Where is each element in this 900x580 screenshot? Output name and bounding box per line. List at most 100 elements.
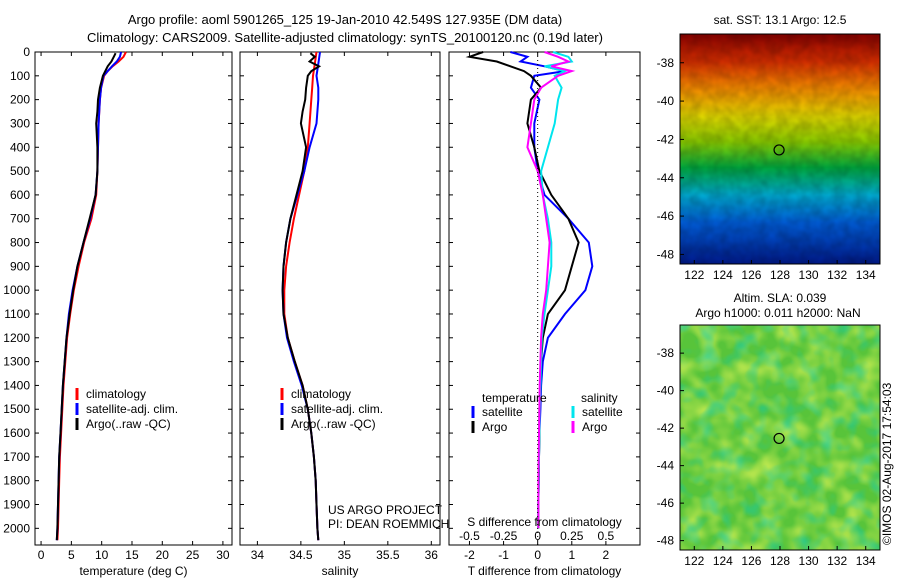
y-tick-label: -44 [657, 459, 675, 473]
x-tick-label: 126 [741, 554, 761, 568]
y-tick-label: 500 [10, 164, 30, 178]
map-panel-sla_map: 122 124 126 128 130 132 134 -38 -40 -42 -44 -46 -48 A… [657, 291, 881, 568]
y-tick-label: 2000 [3, 521, 30, 535]
x-tick-label: 2 [603, 548, 610, 562]
map-title-line1: Altim. SLA: 0.039 [734, 291, 827, 305]
legend-title: salinity [581, 391, 618, 405]
y-tick-label: 1800 [3, 474, 30, 488]
x-tick-label: 34 [251, 548, 265, 562]
y-tick-label: -38 [657, 346, 675, 360]
legend-label: Argo [482, 420, 508, 434]
figure-title-line2: Climatology: CARS2009. Satellite-adjuste… [87, 30, 603, 45]
x-tick-label: 128 [770, 554, 790, 568]
y-tick-label: 1700 [3, 450, 30, 464]
y-tick-label: 1100 [4, 307, 30, 321]
legend-label: satellite [582, 405, 623, 419]
map-title: sat. SST: 13.1 Argo: 12.5 [714, 13, 847, 27]
x-axis-label: T difference from climatology [468, 564, 622, 578]
figure-title-line1: Argo profile: aoml 5901265_125 19-Jan-20… [128, 12, 562, 27]
profile-panel-difference: -2 -1 0 1 2 T difference from climatology temp… [448, 51, 641, 578]
y-tick-label: -44 [657, 171, 675, 185]
x-tick-label: 130 [799, 268, 819, 282]
y-tick-label: 1000 [3, 283, 30, 297]
secondary-tick-label: 0.5 [598, 529, 615, 543]
y-tick-label: 1400 [3, 378, 30, 392]
annotation-label: US ARGO PROJECT [328, 503, 443, 517]
x-tick-label: 134 [856, 554, 876, 568]
y-tick-label: 1600 [3, 426, 30, 440]
legend-label: Argo(..raw -QC) [86, 417, 171, 431]
sla-lows [680, 325, 880, 550]
legend-label: climatology [86, 387, 146, 401]
sst-texture [680, 34, 880, 264]
legend-title: temperature [482, 391, 547, 405]
x-tick-label: -2 [464, 548, 475, 562]
x-tick-label: 35.5 [376, 548, 400, 562]
y-tick-label: -46 [657, 209, 675, 223]
y-tick-label: 100 [10, 69, 30, 83]
x-tick-label: 124 [713, 554, 733, 568]
x-tick-label: 128 [770, 268, 790, 282]
y-tick-label: 0 [23, 45, 30, 59]
x-tick-label: 15 [125, 548, 139, 562]
y-tick-label: -46 [657, 496, 675, 510]
y-tick-label: 600 [10, 188, 30, 202]
x-tick-label: 124 [713, 268, 733, 282]
legend-label: Argo [582, 420, 608, 434]
x-tick-label: 134 [856, 268, 876, 282]
y-tick-label: -48 [657, 247, 675, 261]
legend-label: Argo(..raw -QC) [291, 417, 376, 431]
panel-frame [239, 51, 441, 546]
x-tick-label: -1 [498, 548, 509, 562]
y-tick-label: 400 [10, 140, 30, 154]
legend-label: satellite [482, 405, 523, 419]
x-axis-label-secondary: S difference from climatology [467, 515, 622, 529]
profile-panel-temperature: 0100200300400500600700800900100011001200… [3, 45, 233, 578]
secondary-tick-label: -0.25 [490, 529, 518, 543]
x-tick-label: 0 [38, 548, 45, 562]
x-tick-label: 122 [684, 268, 704, 282]
x-tick-label: 130 [799, 554, 819, 568]
y-tick-label: -40 [657, 94, 675, 108]
x-tick-label: 20 [156, 548, 170, 562]
x-tick-label: 10 [95, 548, 109, 562]
legend-label: satellite-adj. clim. [291, 402, 383, 416]
x-tick-label: 132 [827, 268, 847, 282]
y-tick-label: 200 [10, 93, 30, 107]
x-tick-label: 34.5 [289, 548, 313, 562]
legend-label: satellite-adj. clim. [86, 402, 178, 416]
y-tick-label: -40 [657, 384, 675, 398]
y-tick-label: 1300 [3, 355, 30, 369]
y-tick-label: -42 [657, 421, 675, 435]
x-axis-label: salinity [322, 564, 359, 578]
series-line [526, 51, 576, 529]
y-tick-label: 900 [10, 259, 30, 273]
y-tick-label: -48 [657, 534, 675, 548]
y-tick-label: 700 [10, 212, 30, 226]
y-tick-label: 1900 [3, 498, 30, 512]
profile-panel-salinity: 34 34.5 35 35.5 36 salinity climatologysatelli… [239, 51, 449, 578]
x-tick-label: 126 [741, 268, 761, 282]
annotation-label: PI: DEAN ROEMMICH [328, 517, 449, 531]
x-tick-label: 25 [186, 548, 200, 562]
x-tick-label: 30 [216, 548, 230, 562]
series-line [55, 52, 117, 541]
x-axis-label: temperature (deg C) [79, 564, 187, 578]
map-panel-sst_map: 122 124 126 128 130 132 134 -38 -40 -42 -44 -46 -48 s… [657, 13, 881, 282]
argo-position-marker [773, 432, 785, 445]
y-tick-label: -42 [657, 132, 675, 146]
legend-label: climatology [291, 387, 351, 401]
x-tick-label: 132 [827, 554, 847, 568]
y-tick-label: 800 [10, 236, 30, 250]
x-tick-label: 5 [68, 548, 75, 562]
x-tick-label: 0 [534, 548, 541, 562]
credit-label: ©IMOS 02-Aug-2017 17:54:03 [880, 382, 894, 545]
x-tick-label: 122 [684, 554, 704, 568]
map-title-line2: Argo h1000: 0.011 h2000: NaN [695, 306, 860, 320]
argo-position-marker [773, 144, 785, 156]
x-tick-label: 1 [568, 548, 575, 562]
series-line [281, 52, 322, 541]
panel-frame [34, 51, 233, 546]
y-tick-label: 1200 [3, 331, 30, 345]
secondary-tick-label: 0 [534, 529, 541, 543]
